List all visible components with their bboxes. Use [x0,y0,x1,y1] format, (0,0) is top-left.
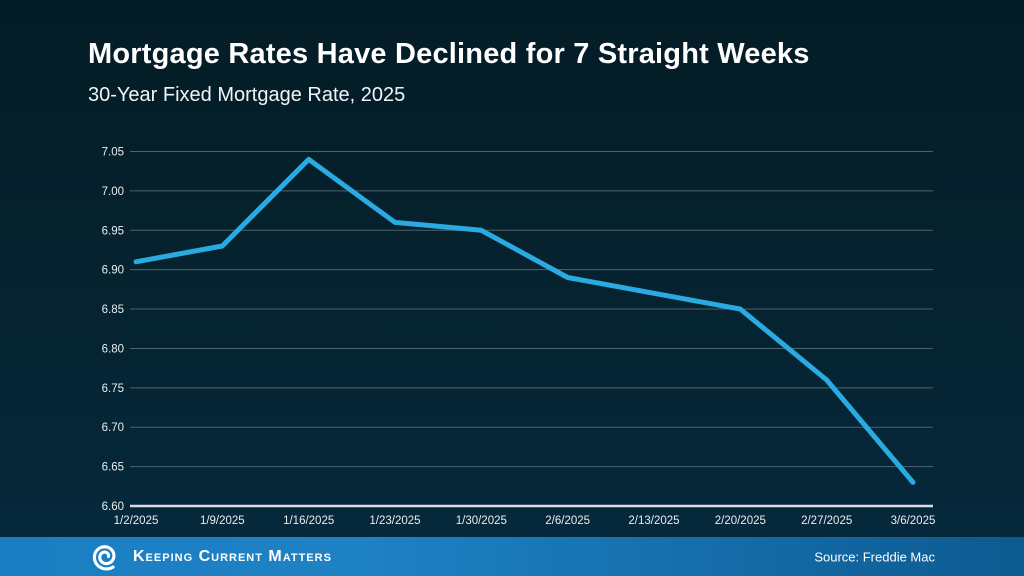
x-axis-tick-label: 1/30/2025 [456,515,507,527]
x-axis-tick-label: 1/16/2025 [283,515,334,527]
footer-bar: Keeping Current Matters Source: Freddie … [0,537,1024,576]
x-axis-tick-label: 2/27/2025 [801,515,852,527]
chart-subtitle: 30-Year Fixed Mortgage Rate, 2025 [88,84,406,106]
mortgage-rate-line-chart: 7.05 7.00 6.95 6.90 6.85 6.80 6.75 6.70 6.65 6.60… [102,147,936,528]
source-label: Source: Freddie Mac [814,549,935,564]
chart-title: Mortgage Rates Have Declined for 7 Strai… [88,38,810,70]
y-axis-tick-label: 6.85 [102,304,124,316]
kcm-spiral-icon [92,545,116,571]
y-axis-tick-label: 6.90 [102,265,124,277]
y-axis-tick-label: 6.70 [102,422,124,434]
x-axis-tick-label: 1/23/2025 [369,515,420,527]
y-axis-tick-label: 7.05 [102,147,124,159]
y-axis-tick-label: 6.75 [102,383,124,395]
brand-name: Keeping Current Matters [133,547,332,565]
y-axis-tick-label: 6.80 [102,343,124,355]
x-axis-tick-label: 2/20/2025 [715,515,766,527]
x-axis-tick-label: 2/13/2025 [628,515,679,527]
y-axis-tick-label: 6.95 [102,225,124,237]
y-axis-tick-label: 6.60 [102,501,124,513]
brand-lockup: Keeping Current Matters [88,539,332,574]
rate-line-series [133,156,916,485]
x-axis-tick-label: 2/6/2025 [545,515,590,527]
y-axis-tick-label: 6.65 [102,462,124,474]
x-axis-tick-label: 1/2/2025 [114,515,159,527]
x-axis-tick-label: 3/6/2025 [891,515,936,527]
y-axis-tick-label: 7.00 [102,186,124,198]
spiral-glyph [92,545,116,571]
x-axis-tick-label: 1/9/2025 [200,515,245,527]
